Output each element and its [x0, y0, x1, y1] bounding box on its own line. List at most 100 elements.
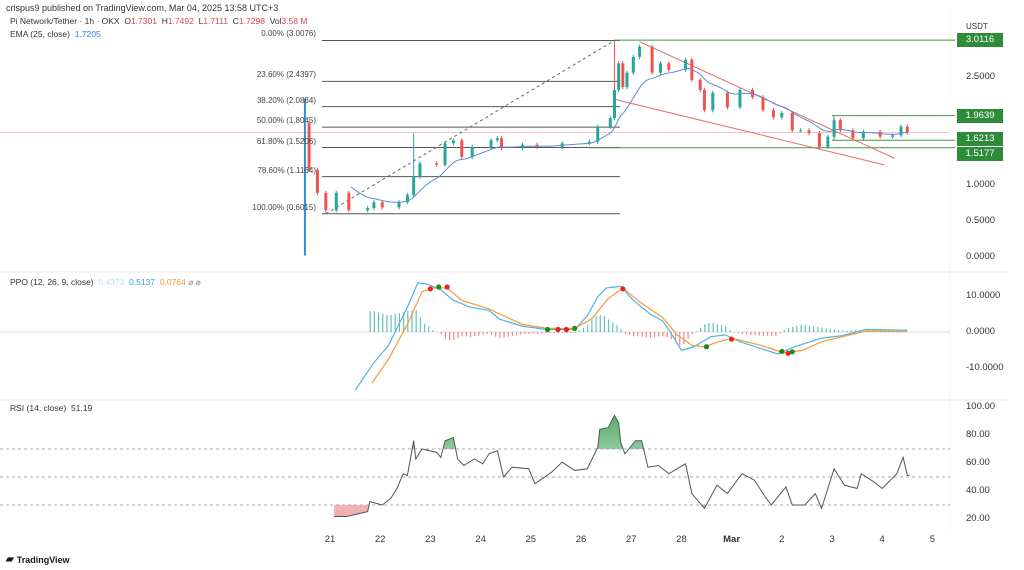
ppo-histogram-bar	[620, 328, 622, 332]
rsi-value: 51.19	[70, 403, 93, 413]
ppo-cross-dot	[427, 286, 433, 292]
candle	[905, 126, 909, 133]
ppo-histogram-bar	[453, 332, 455, 341]
ppo-cross-dot	[703, 344, 710, 350]
candle	[790, 113, 794, 131]
fib-level-label: 78.60% (1.1164)	[257, 165, 316, 175]
ppo-histogram-bar	[419, 317, 421, 332]
close-value: 1.7298	[238, 16, 265, 26]
candle	[587, 141, 591, 144]
candle	[334, 192, 338, 211]
candle	[489, 140, 493, 147]
candle	[799, 130, 803, 132]
ppo-histogram-bar	[779, 332, 781, 334]
candle	[826, 136, 830, 147]
price-axis-tick: 1.0000	[966, 179, 996, 190]
ppo-histogram-bar	[465, 332, 467, 337]
ppo-histogram-bar	[662, 332, 664, 337]
ppo-histogram-bar	[683, 332, 685, 344]
candle	[451, 140, 455, 144]
ppo-histogram-bar	[541, 332, 543, 334]
candle	[596, 126, 600, 142]
ppo-histogram-bar	[482, 332, 484, 335]
ppo-histogram-bar	[444, 332, 447, 339]
price-level-tag: 1.9639	[957, 108, 1003, 123]
ppo-histogram-bar	[792, 326, 794, 332]
price-level-tag: 3.0116	[957, 33, 1003, 48]
ppo-histogram-bar	[561, 332, 564, 334]
candle	[667, 63, 671, 70]
close-label: C	[232, 16, 239, 26]
ppo-histogram-bar	[612, 322, 614, 332]
ppo-cross-dot	[785, 350, 791, 356]
price-axis-tick: 0.0000	[966, 251, 996, 262]
ppo-histogram-bar	[716, 324, 718, 332]
symbol-name[interactable]: Pi Network/Tether · 1h · OKX	[10, 16, 120, 26]
ema-legend[interactable]: EMA (25, close) 1.7205	[10, 29, 101, 39]
candle	[838, 120, 842, 131]
ppo-histogram-bar	[804, 324, 806, 332]
price-level-tag: 1.6213	[957, 132, 1003, 146]
ppo-histogram-bar	[800, 324, 802, 332]
rsi-axis-tick: 20.00	[966, 513, 990, 524]
ppo-signal-value: 0.0764	[159, 277, 186, 287]
time-axis-label: 5	[929, 534, 936, 545]
ppo-histogram-bar	[428, 326, 430, 332]
candle	[817, 133, 821, 147]
ppo-histogram-bar	[687, 332, 689, 339]
ppo-histogram-bar	[695, 331, 698, 332]
ppo-histogram-bar	[775, 332, 777, 336]
ema-line	[350, 67, 908, 203]
ppo-histogram-bar	[423, 323, 426, 332]
ppo-histogram-bar	[603, 316, 606, 332]
time-axis-label: 22	[374, 534, 386, 545]
ppo-histogram-bar	[407, 311, 409, 332]
ppo-histogram-bar	[499, 332, 501, 339]
ppo-histogram-bar	[796, 325, 798, 332]
ppo-histogram-bar	[532, 332, 534, 334]
ppo-cross-dot	[544, 326, 551, 333]
candle	[347, 192, 351, 211]
ppo-cross-dot	[620, 286, 626, 292]
ppo-line	[354, 282, 908, 391]
candle	[460, 140, 464, 157]
ppo-histogram-bar	[557, 332, 560, 334]
ppo-histogram-bar	[394, 314, 396, 332]
ppo-histogram-bar	[838, 330, 840, 332]
candle	[807, 130, 811, 134]
ppo-histogram-bar	[737, 332, 739, 334]
candle	[315, 169, 319, 193]
candle	[702, 89, 706, 111]
ppo-histogram-bar	[566, 332, 568, 334]
high-label: H	[161, 16, 168, 26]
ppo-histogram-bar	[712, 323, 714, 332]
ppo-histogram-bar	[808, 325, 811, 332]
ppo-histogram-bar	[833, 329, 836, 332]
ema-label: EMA (25, close)	[10, 29, 70, 39]
ppo-histogram-bar	[536, 332, 539, 334]
ppo-histogram-bar	[674, 332, 677, 342]
ppo-cross-dot	[436, 284, 442, 290]
candle	[418, 163, 422, 178]
time-axis-label: 2	[779, 534, 785, 545]
ppo-legend[interactable]: PPO (12, 26, 9, close) 0.4373 0.5137 0.0…	[10, 277, 201, 288]
ppo-axis-tick: -10.0000	[966, 362, 1004, 373]
candle	[711, 92, 715, 111]
fib-level-label: 50.00% (1.8045)	[256, 116, 316, 126]
ppo-histogram-bar	[377, 312, 380, 332]
ppo-histogram-bar	[578, 330, 580, 332]
ppo-histogram-bar	[641, 332, 643, 337]
ppo-histogram-bar	[390, 315, 392, 332]
ppo-histogram-bar	[821, 327, 823, 332]
candle	[372, 202, 376, 209]
ppo-histogram-bar	[520, 332, 522, 335]
rsi-legend[interactable]: RSI (14, close) 51.19	[10, 403, 92, 413]
candle	[397, 202, 401, 208]
wedge-trend-line	[614, 98, 885, 166]
candle	[612, 89, 616, 119]
candle	[535, 144, 539, 147]
ppo-axis-tick: 0.0000	[966, 326, 996, 337]
ppo-histogram-bar	[658, 332, 660, 337]
candle	[832, 120, 836, 137]
